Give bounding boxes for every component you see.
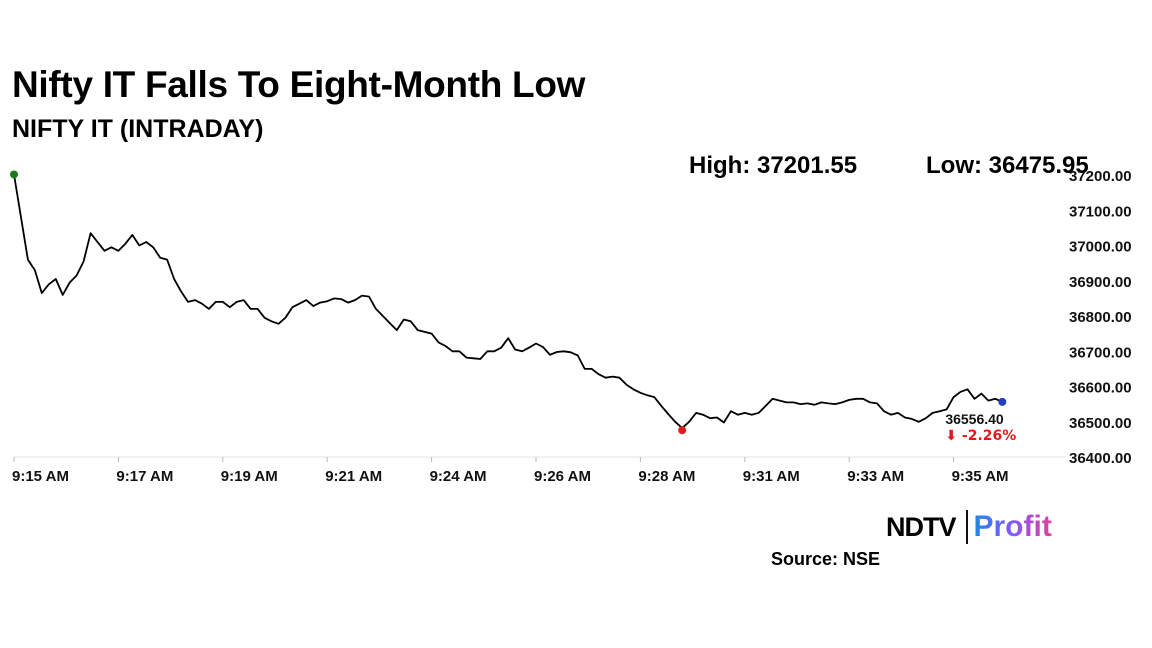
series-line-nifty-it: [13, 174, 1003, 430]
y-tick-label: 36800.00: [1069, 309, 1132, 326]
y-tick-label: 37000.00: [1069, 239, 1132, 256]
markers-group: [10, 170, 1007, 435]
last-value-label: 36556.40: [945, 411, 1004, 427]
annotations-group: 36556.40⬇ -2.26%: [945, 411, 1016, 444]
x-tick-label: 9:15 AM: [12, 468, 69, 485]
y-tick-label: 36900.00: [1069, 274, 1132, 291]
y-tick-label: 37200.00: [1069, 168, 1132, 185]
low-point-marker: [678, 426, 687, 435]
x-tick-label: 9:24 AM: [430, 468, 487, 485]
last-point-marker: [998, 397, 1007, 406]
x-axis: 9:15 AM 9:17 AM 9:19 AM 9:21 AM 9:24 AM 9:26 …: [12, 456, 1066, 485]
logo-divider: [965, 510, 968, 544]
logo-ndtv-text: NDTV: [886, 511, 956, 542]
source-note: Source: NSE: [771, 549, 881, 569]
logo-profit-text: Profit: [973, 510, 1052, 543]
x-tick-label: 9:28 AM: [638, 468, 695, 485]
y-tick-label: 36700.00: [1069, 344, 1132, 361]
y-tick-label: 37100.00: [1069, 203, 1132, 220]
page-title: Nifty IT Falls To Eight-Month Low: [12, 64, 586, 105]
low-stat: Low: 36475.95: [926, 152, 1089, 179]
high-stat: High: 37201.55: [689, 152, 858, 179]
y-tick-label: 36400.00: [1069, 450, 1132, 467]
x-tick-label: 9:17 AM: [116, 468, 173, 485]
x-tick-label: 9:35 AM: [952, 468, 1009, 485]
x-tick-label: 9:31 AM: [743, 468, 800, 485]
change-percent-label: ⬇ -2.26%: [945, 428, 1016, 444]
x-tick-label: 9:19 AM: [221, 468, 278, 485]
chart-subtitle: NIFTY IT (INTRADAY): [12, 115, 264, 143]
y-tick-label: 36500.00: [1069, 415, 1132, 432]
x-tick-label: 9:21 AM: [325, 468, 382, 485]
x-tick-label: 9:26 AM: [534, 468, 591, 485]
x-tick-label: 9:33 AM: [847, 468, 904, 485]
series-group: [13, 174, 1003, 430]
ndtv-profit-logo: NDTV Profit: [886, 509, 1052, 545]
y-tick-label: 36600.00: [1069, 380, 1132, 397]
y-axis: 36400.00 36500.00 36600.00 36700.00 36800.00…: [1069, 168, 1132, 467]
start-point-marker: [10, 170, 18, 179]
